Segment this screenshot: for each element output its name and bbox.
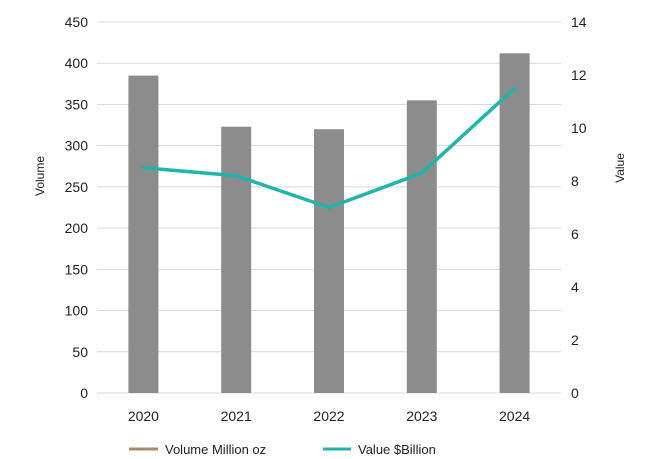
left-tick-label: 0 xyxy=(80,385,88,401)
volume-bar xyxy=(221,126,252,394)
volume-bar xyxy=(128,75,159,393)
left-tick-label: 250 xyxy=(65,179,89,195)
right-tick-label: 4 xyxy=(571,279,579,295)
x-tick-label: 2020 xyxy=(128,408,159,424)
right-tick-label: 10 xyxy=(571,120,587,136)
left-tick-label: 150 xyxy=(65,261,89,277)
legend: Volume Million oz Value $Billion xyxy=(129,442,436,457)
value-point xyxy=(513,86,517,90)
right-tick-label: 0 xyxy=(571,385,579,401)
left-axis-title: Volume xyxy=(33,156,47,196)
right-tick-label: 8 xyxy=(571,173,579,189)
legend-item-value[interactable]: Value $Billion xyxy=(323,442,436,457)
right-tick-label: 2 xyxy=(571,332,579,348)
value-point xyxy=(327,206,331,209)
right-tick-label: 12 xyxy=(571,67,587,83)
value-line xyxy=(141,86,517,210)
left-tick-label: 450 xyxy=(65,14,89,30)
left-tick-label: 350 xyxy=(65,96,89,112)
volume-bar xyxy=(314,129,344,393)
volume-bars xyxy=(128,53,530,394)
volume-bar xyxy=(406,100,437,394)
left-tick-label: 400 xyxy=(65,55,89,71)
right-axis-title: Value xyxy=(613,153,627,183)
legend-label-volume: Volume Million oz xyxy=(165,442,266,457)
left-tick-label: 50 xyxy=(72,344,88,360)
value-point xyxy=(141,166,145,170)
legend-item-volume[interactable]: Volume Million oz xyxy=(129,442,266,457)
x-tick-label: 2021 xyxy=(221,408,252,424)
left-axis-ticks: 0 50 100 150 200 250 300 350 400 450 xyxy=(65,14,89,401)
value-point xyxy=(420,171,424,175)
x-tick-label: 2023 xyxy=(406,408,437,424)
right-tick-label: 14 xyxy=(571,14,587,30)
legend-label-value: Value $Billion xyxy=(358,442,436,457)
left-tick-label: 300 xyxy=(65,138,89,154)
right-axis-ticks: 0 2 4 6 8 10 12 14 xyxy=(571,14,587,401)
value-point xyxy=(234,174,238,178)
volume-bar xyxy=(499,53,530,393)
x-tick-label: 2024 xyxy=(499,408,530,424)
left-tick-label: 200 xyxy=(65,220,89,236)
x-tick-label: 2022 xyxy=(313,408,344,424)
left-tick-label: 100 xyxy=(65,303,89,319)
right-tick-label: 6 xyxy=(571,226,579,242)
x-axis-ticks: 2020 2021 2022 2023 2024 xyxy=(128,408,531,424)
